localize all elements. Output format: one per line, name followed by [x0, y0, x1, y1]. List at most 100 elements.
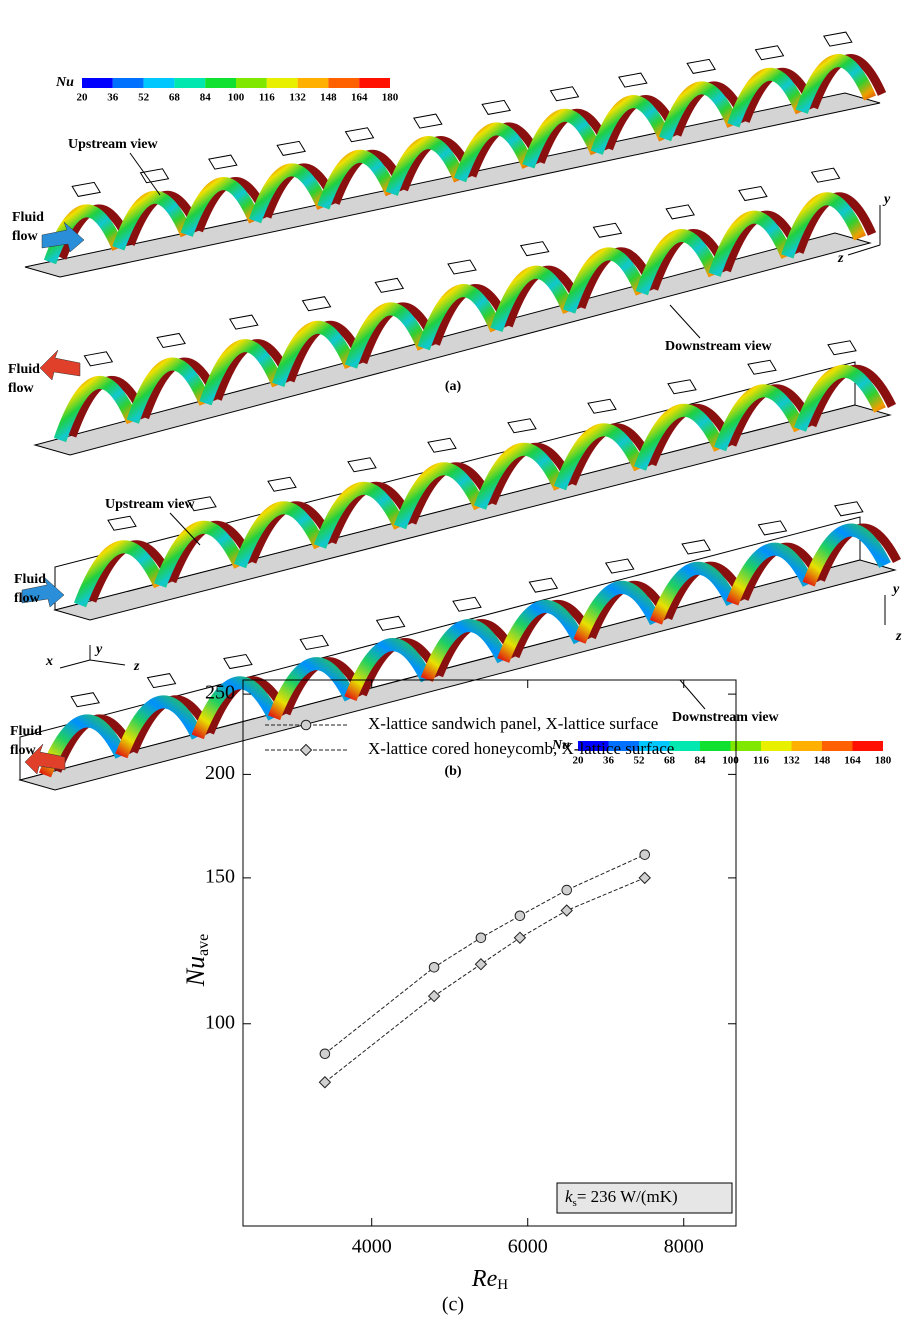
strut-cap	[84, 352, 112, 366]
colorbar-cell	[792, 741, 823, 751]
colorbar-cell	[113, 78, 144, 88]
strut-cap	[453, 597, 481, 611]
fluid-flow-label: Fluid	[8, 362, 40, 377]
colorbar-cell	[82, 78, 113, 88]
strut-cap	[551, 87, 579, 101]
axis-letter: x	[45, 654, 53, 669]
colorbar-cell	[359, 78, 390, 88]
data-point	[475, 959, 486, 970]
panel-caption: (c)	[442, 1294, 464, 1316]
strut-cap	[375, 278, 403, 292]
strut-cap	[148, 674, 176, 688]
colorbar-cell	[298, 78, 329, 88]
strut-cap	[508, 419, 536, 433]
colorbar-cell	[205, 78, 236, 88]
strut-cap	[377, 616, 405, 630]
data-point	[320, 1049, 330, 1059]
leader-line	[670, 305, 700, 338]
plot-frame	[243, 680, 736, 1226]
strut-cap	[521, 242, 549, 256]
strut-cap	[835, 502, 863, 516]
colorbar-tick-label: 84	[695, 755, 707, 767]
series-line	[325, 878, 645, 1082]
panel-caption: (b)	[444, 764, 461, 779]
colorbar-label: Nu	[55, 75, 74, 90]
legend-label: X-lattice cored honeycomb, X-lattice sur…	[368, 739, 674, 758]
colorbar-cell	[853, 741, 884, 751]
legend-label: X-lattice sandwich panel, X-lattice surf…	[368, 714, 658, 733]
colorbar-tick-label: 180	[875, 755, 892, 767]
strut-cap	[414, 114, 442, 128]
x-tick-label: 8000	[664, 1236, 704, 1258]
x-axis-label-sub: H	[497, 1277, 508, 1293]
strut-cap	[141, 169, 169, 183]
x-axis-label-main: Re	[471, 1266, 498, 1292]
axis-letter: y	[94, 642, 103, 657]
y-tick-label: 200	[205, 762, 235, 784]
panel-caption: (a)	[445, 379, 462, 394]
data-point	[429, 962, 439, 972]
strut-cap	[529, 578, 557, 592]
colorbar-tick-label: 180	[382, 92, 399, 104]
strut-cap	[157, 333, 185, 347]
flow-arrow	[40, 350, 80, 380]
colorbar-tick-label: 132	[289, 92, 306, 104]
colorbar-tick-label: 68	[169, 92, 181, 104]
fluid-flow-label: flow	[10, 743, 37, 758]
fluid-flow-label: Fluid	[14, 572, 46, 587]
colorbar-tick-label: 52	[138, 92, 150, 104]
axis-letter: z	[837, 251, 844, 266]
data-point	[640, 850, 650, 860]
colorbar-cell	[144, 78, 175, 88]
axis-letter: y	[882, 192, 891, 207]
strut-cap	[828, 341, 856, 355]
strut-cap	[346, 128, 374, 142]
colorbar-tick-label: 164	[844, 755, 861, 767]
colorbar-tick-label: 100	[228, 92, 245, 104]
strut-cap	[682, 540, 710, 554]
strut-cap	[748, 360, 776, 374]
strut-cap	[348, 458, 376, 472]
strut-cap	[668, 380, 696, 394]
x-tick-label: 6000	[508, 1236, 548, 1258]
strut-cap	[428, 438, 456, 452]
strut-cap	[72, 182, 100, 196]
data-point	[319, 1077, 330, 1088]
leader-line	[90, 660, 125, 665]
colorbar-cell	[731, 741, 762, 751]
upstream-label: Upstream view	[68, 137, 158, 152]
strut-cap	[300, 635, 328, 649]
annotation-text: = 236 W/(mK)	[577, 1187, 678, 1206]
legend-marker	[301, 745, 312, 756]
colorbar-cell	[174, 78, 205, 88]
y-tick-label: 250	[205, 682, 235, 704]
downstream-label: Downstream view	[672, 710, 780, 725]
colorbar-cell	[328, 78, 359, 88]
fluid-flow-label: flow	[12, 229, 39, 244]
strut-cap	[448, 260, 476, 274]
strut-cap	[824, 32, 852, 46]
data-point	[562, 885, 572, 895]
strut-cap	[303, 297, 331, 311]
legend-marker	[301, 720, 311, 730]
fluid-flow-label: Fluid	[12, 210, 44, 225]
colorbar-tick-label: 20	[77, 92, 89, 104]
data-point	[639, 872, 650, 883]
colorbar-tick-label: 100	[722, 755, 739, 767]
colorbar-cell	[236, 78, 267, 88]
fluid-flow-label: flow	[8, 381, 35, 396]
page: Nu2036526884100116132148164180Nu20365268…	[0, 0, 907, 1330]
y-tick-label: 100	[205, 1011, 235, 1033]
strut-cap	[666, 205, 694, 219]
data-point	[514, 932, 525, 943]
colorbar-tick-label: 164	[351, 92, 368, 104]
colorbar-tick-label: 132	[783, 755, 800, 767]
strut-cap	[758, 521, 786, 535]
axis-letter: z	[895, 629, 902, 644]
upstream-label: Upstream view	[105, 497, 195, 512]
strut-cap	[482, 100, 510, 114]
annotation: ks= 236 W/(mK)	[565, 1187, 678, 1209]
colorbar-tick-label: 36	[107, 92, 119, 104]
strut-cap	[593, 223, 621, 237]
colorbar-tick-label: 148	[814, 755, 831, 767]
